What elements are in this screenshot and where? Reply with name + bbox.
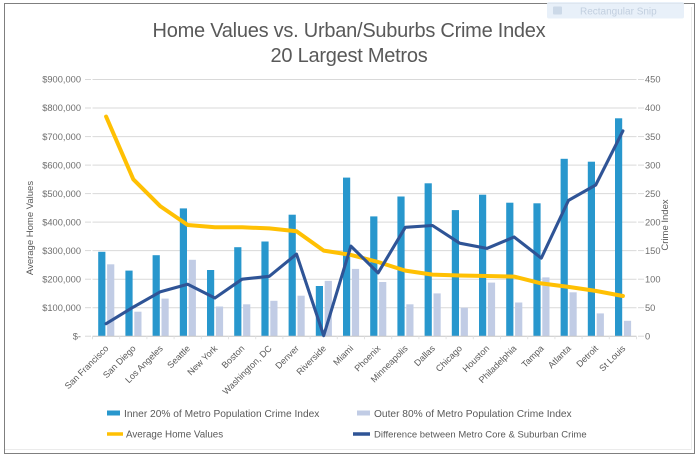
svg-text:300: 300 [645, 160, 661, 170]
svg-text:Average Home Values: Average Home Values [25, 181, 36, 275]
svg-text:Home Values vs. Urban/Suburbs: Home Values vs. Urban/Suburbs Crime Inde… [153, 20, 546, 42]
svg-text:$400,000: $400,000 [42, 217, 81, 227]
svg-text:$900,000: $900,000 [42, 75, 81, 85]
svg-text:$500,000: $500,000 [42, 189, 81, 199]
svg-text:350: 350 [645, 132, 661, 142]
svg-text:Average Home Values: Average Home Values [126, 430, 223, 441]
svg-text:100: 100 [645, 274, 661, 284]
svg-text:$700,000: $700,000 [42, 132, 81, 142]
svg-text:0: 0 [645, 331, 650, 341]
svg-text:Crime Index: Crime Index [660, 199, 671, 250]
svg-text:200: 200 [645, 217, 661, 227]
svg-text:150: 150 [645, 246, 661, 256]
svg-text:$-: $- [73, 331, 81, 341]
svg-text:250: 250 [645, 189, 661, 199]
svg-text:$200,000: $200,000 [42, 274, 81, 284]
svg-text:Rectangular Snip: Rectangular Snip [580, 7, 657, 18]
svg-text:$100,000: $100,000 [42, 303, 81, 313]
svg-text:$300,000: $300,000 [42, 246, 81, 256]
svg-text:Inner 20% of Metro Population: Inner 20% of Metro Population Crime Inde… [124, 409, 319, 420]
svg-text:400: 400 [645, 103, 661, 113]
svg-text:$800,000: $800,000 [42, 103, 81, 113]
svg-text:20 Largest Metros: 20 Largest Metros [271, 45, 428, 67]
svg-text:Difference between Metro Core: Difference between Metro Core & Suburban… [374, 430, 587, 441]
svg-text:50: 50 [645, 303, 655, 313]
svg-text:450: 450 [645, 75, 661, 85]
svg-text:$600,000: $600,000 [42, 160, 81, 170]
svg-text:Outer 80% of Metro Population: Outer 80% of Metro Population Crime Inde… [374, 409, 572, 420]
